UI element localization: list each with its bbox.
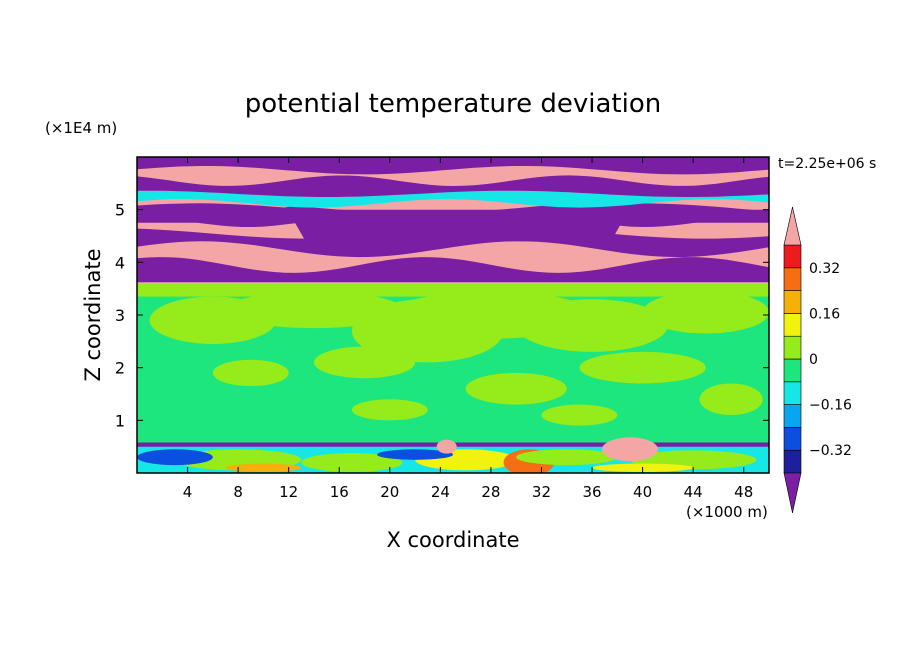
lime-patch bbox=[351, 399, 428, 421]
x-tick-label: 4 bbox=[183, 483, 193, 501]
surface-patch bbox=[225, 463, 302, 472]
colorbar-swatch bbox=[783, 335, 802, 360]
warm-blob bbox=[436, 439, 457, 454]
y-tick-label: 5 bbox=[115, 201, 125, 220]
x-tick-label: 8 bbox=[233, 483, 243, 501]
colorbar-swatch bbox=[783, 267, 802, 291]
y-unit-label: (×1E4 m) bbox=[45, 119, 117, 137]
colorbar-swatch bbox=[783, 427, 802, 451]
colorbar: 0.32 0.16 0 −0.16 −0.32 bbox=[783, 206, 852, 514]
colorbar-swatch bbox=[783, 313, 802, 337]
contour-band bbox=[137, 209, 769, 242]
colorbar-swatch bbox=[783, 358, 802, 383]
colorbar-swatch bbox=[783, 381, 802, 405]
lime-patch bbox=[212, 359, 289, 387]
contour-band bbox=[137, 175, 769, 197]
lime-patch bbox=[313, 346, 416, 379]
colorbar-lower-arrow bbox=[783, 472, 802, 514]
x-tick-label: 32 bbox=[532, 483, 551, 501]
x-axis-label: X coordinate bbox=[386, 528, 519, 552]
contour-field bbox=[137, 157, 769, 473]
warm-blob bbox=[601, 437, 658, 462]
contour-band bbox=[137, 257, 769, 283]
lime-patch bbox=[699, 383, 763, 416]
lime-patch bbox=[642, 291, 769, 334]
x-tick-label: 28 bbox=[481, 483, 500, 501]
surface-patch bbox=[137, 449, 213, 466]
contour-band bbox=[137, 157, 769, 175]
y-tick-label: 1 bbox=[115, 411, 125, 430]
colorbar-swatch bbox=[783, 449, 802, 474]
x-tick-label: 20 bbox=[380, 483, 399, 501]
x-tick-label: 48 bbox=[734, 483, 753, 501]
x-tick-label: 44 bbox=[684, 483, 703, 501]
colorbar-upper-arrow bbox=[783, 206, 802, 246]
colorbar-label: 0.32 bbox=[809, 261, 840, 277]
lime-patch bbox=[541, 404, 618, 426]
y-axis-label: Z coordinate bbox=[81, 248, 105, 381]
surface-patch bbox=[516, 449, 618, 466]
colorbar-swatch bbox=[783, 244, 802, 269]
chart-title: potential temperature deviation bbox=[245, 89, 661, 119]
x-tick-label: 12 bbox=[279, 483, 298, 501]
surface-patch bbox=[377, 449, 453, 460]
colorbar-swatch bbox=[783, 404, 802, 428]
y-tick-label: 3 bbox=[115, 306, 125, 325]
x-tick-label: 40 bbox=[633, 483, 652, 501]
y-tick-label: 2 bbox=[115, 359, 125, 378]
contour-band bbox=[137, 283, 769, 297]
x-tick-label: 16 bbox=[330, 483, 349, 501]
colorbar-label: 0 bbox=[809, 352, 818, 368]
lime-patch bbox=[516, 299, 668, 352]
lime-patch bbox=[465, 372, 567, 405]
y-tick-label: 4 bbox=[115, 253, 125, 272]
x-tick-label: 24 bbox=[431, 483, 450, 501]
lime-patch bbox=[579, 351, 706, 384]
x-tick-label: 36 bbox=[582, 483, 601, 501]
contour-band bbox=[137, 190, 769, 208]
colorbar-label: −0.32 bbox=[809, 443, 852, 459]
colorbar-label: −0.16 bbox=[809, 398, 852, 414]
time-label: t=2.25e+06 s bbox=[778, 156, 876, 172]
x-unit-label: (×1000 m) bbox=[686, 503, 768, 521]
x-axis: 4 8 12 16 20 24 28 32 36 40 44 48 bbox=[183, 157, 753, 501]
surface-patch bbox=[301, 452, 403, 472]
colorbar-label: 0.16 bbox=[809, 306, 840, 322]
colorbar-swatch bbox=[783, 290, 802, 314]
y-axis: 1 2 3 4 5 bbox=[115, 201, 769, 430]
